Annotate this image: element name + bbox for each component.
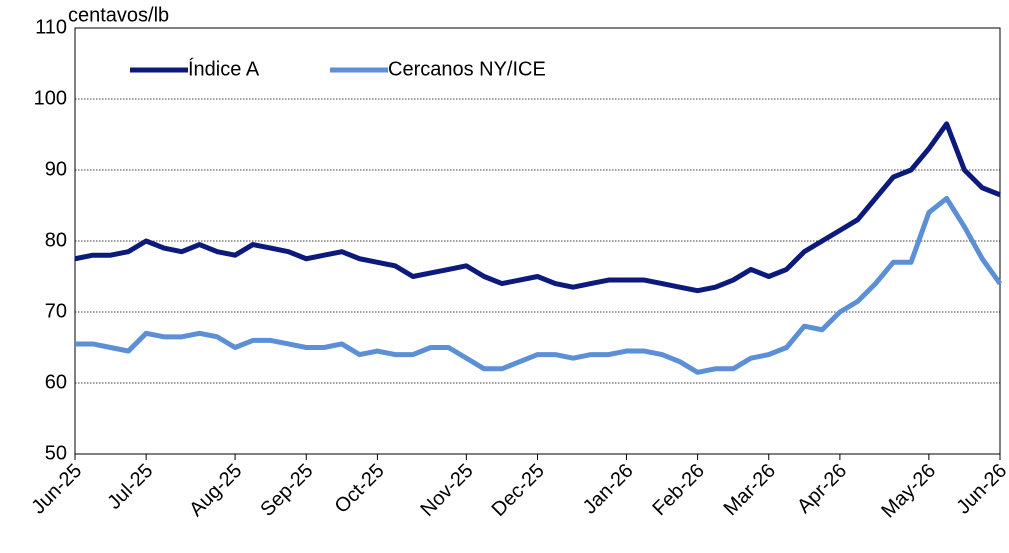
x-tick-label: May-26 [877,460,940,523]
legend-label: Cercanos NY/ICE [388,58,546,80]
series-line [74,121,1001,294]
y-tick-label: 90 [45,158,67,180]
x-tick-label: Sep-25 [256,460,317,521]
legend-label: Índice A [188,57,260,80]
x-tick-label: Nov-25 [416,460,477,521]
x-tick-label: Jan-26 [579,460,638,519]
y-tick-label: 100 [34,87,67,109]
x-tick-label: Aug-25 [185,460,246,521]
series-line [75,195,1003,375]
x-tick-label: Jun-26 [952,460,1009,519]
x-tick-label: Mar-26 [720,460,780,520]
y-tick-label: 110 [35,16,67,38]
x-tick-label: Oct-25 [331,460,389,518]
x-tick-label: Jul-25 [103,460,157,514]
x-tick-label: Apr-26 [793,460,851,518]
x-tick-label: Dec-25 [488,460,549,521]
x-tick-label: Feb-26 [648,460,708,520]
y-tick-label: 60 [45,371,67,393]
x-tick-label: Jun-25 [27,460,86,519]
y-tick-label: 80 [45,229,67,251]
y-axis-label: centavos/lb [68,4,169,26]
y-tick-label: 70 [45,300,67,322]
y-tick-label: 50 [45,442,67,464]
